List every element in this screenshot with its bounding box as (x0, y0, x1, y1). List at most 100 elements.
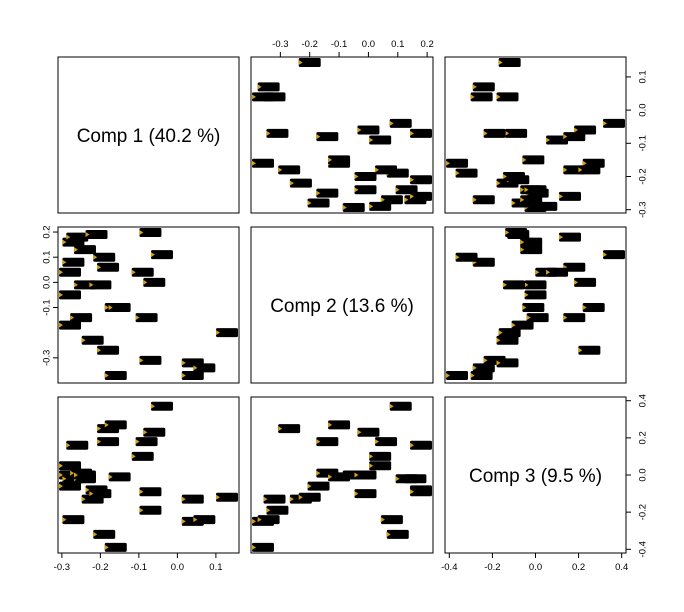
left-axis-comp2-tick-label: 0.0 (41, 276, 52, 289)
point-marker (558, 191, 581, 201)
point-marker (410, 175, 432, 185)
point-marker-body (522, 303, 545, 313)
point-marker-tip (496, 360, 501, 366)
point-marker-tip (502, 282, 507, 288)
point-marker (511, 320, 534, 330)
point-marker-body (369, 461, 392, 471)
point-marker (496, 358, 519, 368)
point-marker (143, 427, 166, 437)
point-marker (369, 451, 392, 461)
point-marker (193, 515, 216, 525)
point-marker-tip (410, 489, 414, 495)
point-marker (603, 250, 625, 260)
point-marker-tip (66, 442, 71, 448)
point-marker-body (97, 437, 120, 447)
point-marker-body (502, 171, 525, 181)
point-marker-tip (62, 517, 67, 523)
point-marker-tip (582, 160, 587, 166)
point-marker-tip (354, 187, 359, 193)
point-marker (104, 370, 127, 380)
point-marker-tip (505, 230, 510, 235)
point-marker-tip (257, 517, 262, 523)
point-marker (520, 245, 543, 255)
point-marker-body (59, 481, 81, 491)
point-marker-tip (563, 134, 568, 140)
point-marker (328, 155, 351, 165)
point-marker-body (354, 470, 377, 480)
point-marker (455, 168, 478, 178)
point-marker-tip (59, 463, 63, 469)
point-marker (578, 345, 601, 355)
point-marker-body (316, 188, 339, 198)
point-marker-tip (316, 134, 321, 140)
point-marker-tip (104, 544, 109, 550)
point-marker (522, 303, 545, 313)
point-marker-body (410, 128, 432, 138)
bottom-axis-comp3-tick-label: -0.4 (441, 562, 457, 573)
right-axis-comp3-tick-label: 0.2 (637, 431, 648, 444)
point-marker-body (104, 542, 127, 552)
axes-layer: -0.3 -0.2 -0.1 0.0 0.1 0.2 -0.3 -0.2 -0.1 0.0 0.1 -… (41, 39, 648, 573)
point-marker-body (546, 135, 569, 145)
point-marker (73, 245, 96, 255)
point-marker-body (104, 370, 127, 380)
point-marker-body (66, 232, 89, 242)
point-marker-body (502, 280, 525, 290)
point-marker-tip (483, 130, 488, 136)
point-marker (502, 280, 525, 290)
point-marker-tip (104, 305, 109, 311)
point-marker-tip (139, 357, 144, 363)
point-marker-body (108, 303, 131, 313)
point-marker-tip (62, 259, 67, 265)
right-axis-comp1-tick-label: -0.2 (637, 168, 648, 184)
point-marker-tip (380, 197, 385, 203)
top-axis-comp1-tick-label: -0.3 (272, 39, 288, 50)
point-marker (505, 228, 528, 237)
point-marker (470, 92, 493, 102)
point-marker-tip (131, 269, 136, 275)
point-marker-body (526, 313, 549, 323)
left-axis-comp2-tick-label: -0.1 (41, 299, 52, 315)
point-marker (389, 401, 412, 411)
point-marker-tip (73, 247, 78, 253)
point-marker-tip (520, 239, 525, 245)
point-marker-tip (342, 205, 347, 210)
diagonal-label-3: Comp 3 (9.5 %) (469, 466, 602, 487)
right-axis-comp3-tick-label: 0.4 (637, 394, 648, 407)
point-marker-body (520, 237, 543, 247)
point-marker-tip (104, 422, 109, 428)
point-marker-body (455, 168, 478, 178)
point-marker (395, 474, 418, 484)
point-marker (354, 171, 377, 181)
point-marker-tip (563, 167, 568, 173)
point-marker (73, 470, 96, 480)
point-marker (328, 472, 351, 482)
point-marker-tip (603, 120, 607, 126)
point-marker-body (369, 451, 392, 461)
diagonal-label-1: Comp 1 (40.2 %) (77, 126, 221, 147)
point-marker (266, 128, 289, 138)
point-marker (342, 203, 365, 212)
point-marker-body (139, 355, 162, 365)
point-marker (505, 128, 528, 138)
point-marker-body (73, 470, 96, 480)
point-marker-tip (386, 531, 391, 537)
point-marker (369, 461, 392, 471)
bottom-axis-comp3-tick-label: -0.2 (484, 562, 500, 573)
point-marker-body (316, 437, 339, 447)
point-marker (93, 529, 116, 539)
point-marker-tip (375, 167, 380, 173)
point-marker-tip (574, 279, 579, 285)
point-marker-tip (316, 190, 321, 196)
point-marker (131, 451, 154, 461)
point-marker-tip (252, 544, 256, 550)
point-marker-body (73, 245, 96, 255)
point-marker-body (135, 437, 158, 447)
right-axis-comp1-tick-label: 0.1 (637, 70, 648, 83)
point-marker-body (328, 155, 351, 165)
point-marker (389, 118, 412, 128)
point-marker-body (395, 185, 418, 195)
point-marker-tip (150, 403, 155, 409)
point-marker (498, 58, 521, 67)
point-marker (66, 232, 89, 242)
